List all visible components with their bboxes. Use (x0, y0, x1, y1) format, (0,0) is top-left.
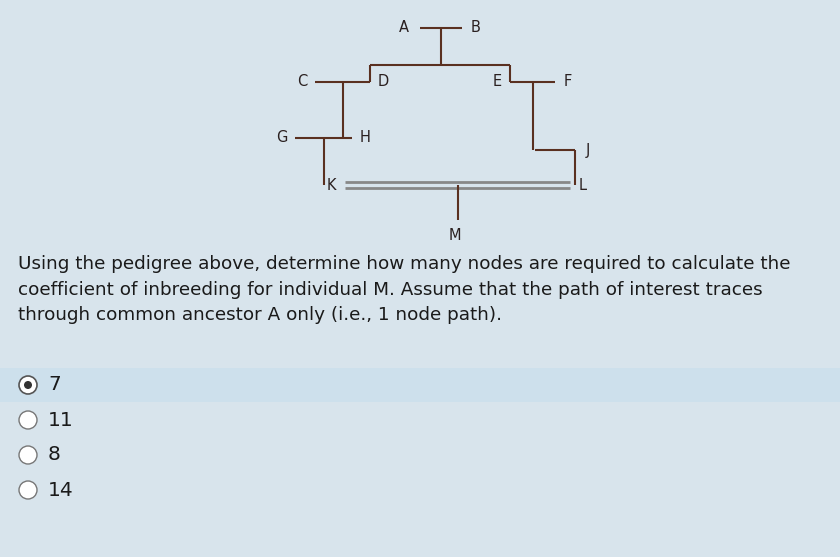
Text: G: G (276, 130, 287, 145)
Bar (0, 368, 840, 402)
Text: D: D (377, 75, 389, 90)
Text: 7: 7 (48, 375, 60, 394)
Text: F: F (564, 75, 572, 90)
Circle shape (19, 481, 37, 499)
Text: K: K (326, 178, 336, 193)
Text: L: L (579, 178, 587, 193)
Text: J: J (585, 143, 591, 158)
Text: A: A (399, 21, 409, 36)
Text: 11: 11 (48, 411, 74, 429)
Text: C: C (297, 75, 307, 90)
Text: E: E (492, 75, 501, 90)
Circle shape (19, 411, 37, 429)
Text: H: H (360, 130, 370, 145)
Text: B: B (471, 21, 481, 36)
Circle shape (19, 446, 37, 464)
Text: 14: 14 (48, 481, 74, 500)
Text: 8: 8 (48, 446, 60, 465)
Circle shape (19, 376, 37, 394)
Circle shape (24, 381, 32, 389)
Text: M: M (449, 228, 461, 243)
Text: Using the pedigree above, determine how many nodes are required to calculate the: Using the pedigree above, determine how … (18, 255, 790, 324)
